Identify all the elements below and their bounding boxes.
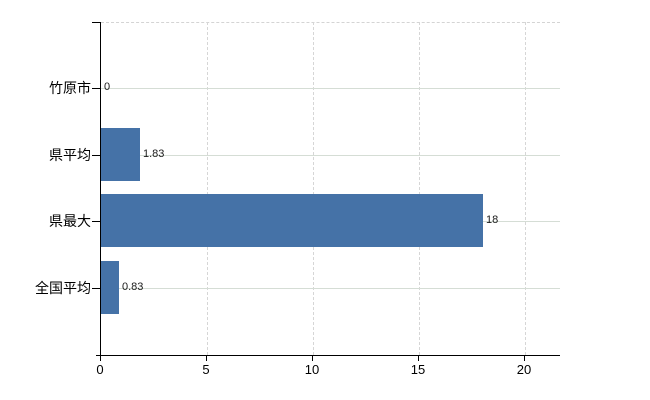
- horizontal-gridline: [101, 155, 560, 156]
- x-axis-tick: [418, 356, 419, 361]
- x-tick-label-2: 10: [304, 362, 320, 377]
- vertical-gridline: [313, 22, 314, 355]
- plot-border-top: [101, 22, 560, 23]
- vertical-gridline: [207, 22, 208, 355]
- x-axis-tick: [312, 356, 313, 361]
- category-label-2: 県最大: [49, 213, 91, 229]
- plot-area: 0 1.83 18 0.83: [101, 22, 560, 355]
- y-axis-tick: [92, 22, 100, 23]
- y-axis-tick: [92, 155, 100, 156]
- bar-3: [101, 261, 119, 314]
- vertical-gridline: [525, 22, 526, 355]
- y-axis-tick: [92, 88, 100, 89]
- x-tick-label-1: 5: [202, 362, 210, 377]
- category-label-1: 県平均: [49, 147, 91, 163]
- bar-1: [101, 128, 140, 181]
- bar-value-label-2: 18: [486, 214, 499, 226]
- bar-value-label-3: 0.83: [122, 281, 144, 293]
- horizontal-gridline: [101, 88, 560, 89]
- category-label-3: 全国平均: [35, 280, 91, 296]
- horizontal-gridline: [101, 288, 560, 289]
- vertical-gridline: [419, 22, 420, 355]
- x-tick-label-3: 15: [410, 362, 426, 377]
- x-axis-tick: [206, 356, 207, 361]
- x-axis-line: [96, 355, 560, 356]
- category-label-0: 竹原市: [49, 80, 91, 96]
- bar-2: [101, 194, 483, 247]
- x-axis-tick: [524, 356, 525, 361]
- bar-value-label-0: 0: [104, 81, 111, 93]
- x-tick-label-4: 20: [516, 362, 532, 377]
- y-axis-line: [100, 22, 101, 355]
- x-tick-label-0: 0: [96, 362, 104, 377]
- y-axis-tick: [92, 221, 100, 222]
- x-axis-tick: [100, 356, 101, 361]
- y-axis-tick: [92, 288, 100, 289]
- bar-value-label-1: 1.83: [143, 148, 165, 160]
